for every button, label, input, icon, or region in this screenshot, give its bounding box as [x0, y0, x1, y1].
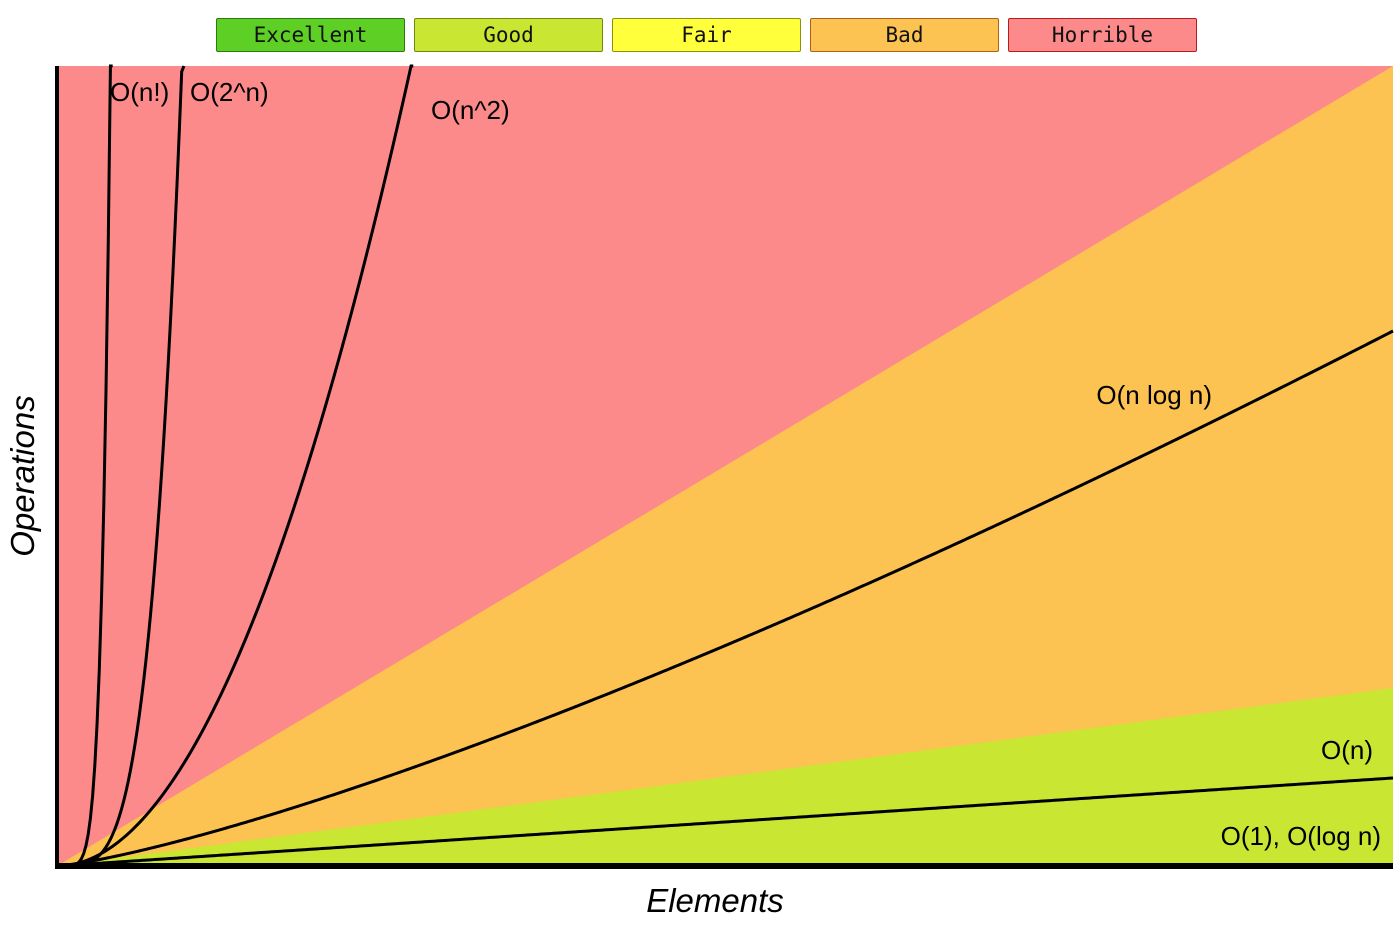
- legend-item-good: Good: [414, 18, 603, 52]
- legend-item-excellent: Excellent: [216, 18, 405, 52]
- curve-o-n-log-n: [56, 329, 1394, 868]
- curve-labels: O(1), O(log n) O(n) O(n log n) O(n^2) O(2^n)…: [110, 77, 1381, 851]
- curve-o-n-2: [56, 64, 414, 868]
- label-o-n: O(n!): [110, 77, 169, 107]
- region-good: [57, 688, 1393, 866]
- region-bad: [57, 66, 1393, 866]
- complexity-regions: [57, 66, 1393, 866]
- legend-item-horrible: Horrible: [1008, 18, 1197, 52]
- legend: Excellent Good Fair Bad Horrible: [216, 18, 1197, 52]
- legend-item-bad: Bad: [810, 18, 999, 52]
- y-axis-title: Operations: [4, 395, 41, 556]
- curve-o-n: [56, 776, 1394, 868]
- label-o-2-n: O(2^n): [190, 77, 269, 107]
- complexity-curves: [56, 64, 1394, 868]
- label-o-n-2: O(n^2): [431, 95, 510, 125]
- label-o-1-o-log-n: O(1), O(log n): [1221, 821, 1381, 851]
- label-o-n: O(n): [1321, 735, 1373, 765]
- x-axis-title: Elements: [646, 882, 784, 919]
- legend-item-fair: Fair: [612, 18, 801, 52]
- label-o-n-log-n: O(n log n): [1096, 380, 1212, 410]
